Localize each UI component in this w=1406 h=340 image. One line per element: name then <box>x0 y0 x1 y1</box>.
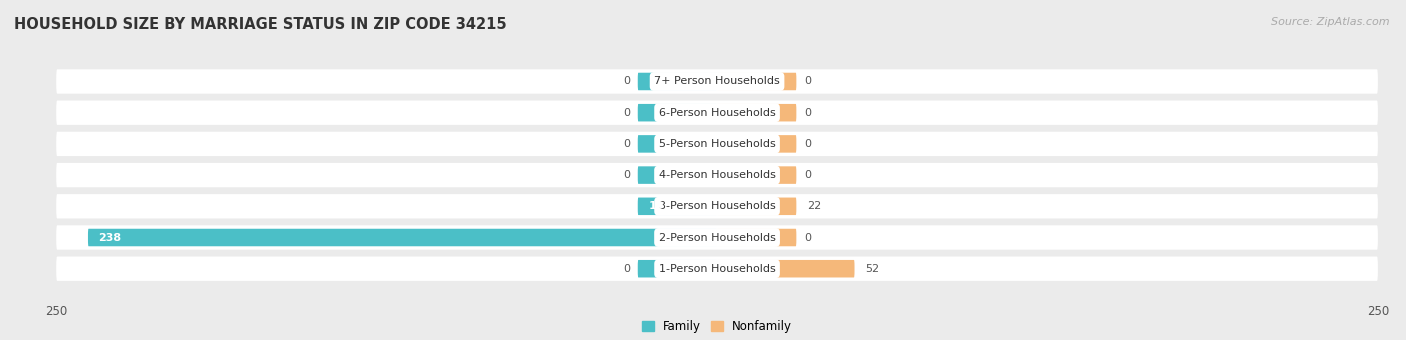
Legend: Family, Nonfamily: Family, Nonfamily <box>643 320 792 333</box>
Text: 5-Person Households: 5-Person Households <box>658 139 776 149</box>
Text: 52: 52 <box>865 264 879 274</box>
FancyBboxPatch shape <box>717 135 796 153</box>
FancyBboxPatch shape <box>717 73 796 90</box>
Text: 0: 0 <box>804 76 811 86</box>
Text: 6-Person Households: 6-Person Households <box>658 108 776 118</box>
Text: HOUSEHOLD SIZE BY MARRIAGE STATUS IN ZIP CODE 34215: HOUSEHOLD SIZE BY MARRIAGE STATUS IN ZIP… <box>14 17 506 32</box>
Text: 0: 0 <box>623 108 630 118</box>
FancyBboxPatch shape <box>89 229 717 246</box>
FancyBboxPatch shape <box>56 257 1378 281</box>
Text: 3-Person Households: 3-Person Households <box>658 201 776 211</box>
FancyBboxPatch shape <box>56 69 1378 94</box>
FancyBboxPatch shape <box>638 166 717 184</box>
Text: 0: 0 <box>804 170 811 180</box>
FancyBboxPatch shape <box>638 104 717 121</box>
Text: 238: 238 <box>98 233 122 242</box>
FancyBboxPatch shape <box>56 163 1378 187</box>
FancyBboxPatch shape <box>717 104 796 121</box>
Text: 2-Person Households: 2-Person Households <box>658 233 776 242</box>
FancyBboxPatch shape <box>638 135 717 153</box>
FancyBboxPatch shape <box>56 194 1378 219</box>
FancyBboxPatch shape <box>717 166 796 184</box>
Text: 4-Person Households: 4-Person Households <box>658 170 776 180</box>
FancyBboxPatch shape <box>638 260 717 277</box>
FancyBboxPatch shape <box>56 101 1378 125</box>
Text: 0: 0 <box>804 233 811 242</box>
FancyBboxPatch shape <box>717 229 796 246</box>
FancyBboxPatch shape <box>56 225 1378 250</box>
FancyBboxPatch shape <box>638 73 717 90</box>
Text: 1-Person Households: 1-Person Households <box>658 264 776 274</box>
FancyBboxPatch shape <box>717 260 855 277</box>
FancyBboxPatch shape <box>717 198 796 215</box>
Text: 0: 0 <box>804 108 811 118</box>
Text: 10: 10 <box>648 201 664 211</box>
Text: 0: 0 <box>623 76 630 86</box>
Text: 22: 22 <box>807 201 821 211</box>
FancyBboxPatch shape <box>56 132 1378 156</box>
Text: 0: 0 <box>804 139 811 149</box>
Text: 0: 0 <box>623 264 630 274</box>
Text: Source: ZipAtlas.com: Source: ZipAtlas.com <box>1271 17 1389 27</box>
Text: 7+ Person Households: 7+ Person Households <box>654 76 780 86</box>
Text: 0: 0 <box>623 139 630 149</box>
FancyBboxPatch shape <box>638 198 717 215</box>
Text: 0: 0 <box>623 170 630 180</box>
